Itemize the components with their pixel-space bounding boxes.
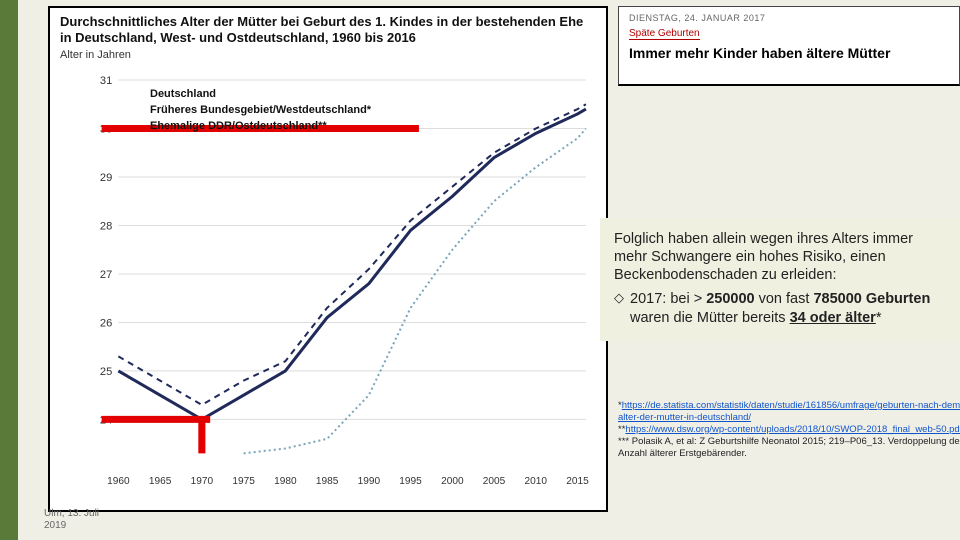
headline-title: Immer mehr Kinder haben ältere Mütter bbox=[629, 45, 949, 62]
svg-text:1980: 1980 bbox=[274, 476, 297, 487]
svg-text:27: 27 bbox=[100, 269, 112, 281]
chart-y-axis-label: Alter in Jahren bbox=[50, 49, 606, 65]
headline-category: Späte Geburten bbox=[629, 28, 700, 40]
svg-text:1990: 1990 bbox=[358, 476, 381, 487]
headline-box: DIENSTAG, 24. JANUAR 2017 Späte Geburten… bbox=[618, 6, 960, 86]
legend-row: Früheres Bundesgebiet/Westdeutschland* bbox=[108, 104, 371, 116]
svg-text:31: 31 bbox=[100, 76, 112, 87]
legend-label: Ehemalige DDR/Ostdeutschland** bbox=[150, 120, 327, 132]
svg-text:2010: 2010 bbox=[525, 476, 548, 487]
ref-link[interactable]: https://www.dsw.org/wp-content/uploads/2… bbox=[625, 424, 960, 435]
slide: Durchschnittliches Alter der Mütter bei … bbox=[0, 0, 960, 540]
ref-1: *https://de.statista.com/statistik/daten… bbox=[618, 400, 960, 424]
svg-text:28: 28 bbox=[100, 221, 112, 233]
text-bullet: ◇ 2017: bei > 250000 von fast 785000 Geb… bbox=[614, 290, 948, 326]
svg-text:25: 25 bbox=[100, 366, 112, 378]
svg-text:1995: 1995 bbox=[399, 476, 422, 487]
legend-row: Ehemalige DDR/Ostdeutschland** bbox=[108, 120, 371, 132]
svg-text:2005: 2005 bbox=[483, 476, 506, 487]
footer: Ulm, 13. Juli 2019 bbox=[44, 508, 99, 532]
legend-label: Früheres Bundesgebiet/Westdeutschland* bbox=[150, 104, 371, 116]
references: *https://de.statista.com/statistik/daten… bbox=[618, 400, 960, 459]
chart-title: Durchschnittliches Alter der Mütter bei … bbox=[50, 8, 606, 49]
svg-text:2000: 2000 bbox=[441, 476, 464, 487]
svg-text:1970: 1970 bbox=[191, 476, 214, 487]
svg-text:1985: 1985 bbox=[316, 476, 339, 487]
chart-svg: 2425262728293031196019651970197519801985… bbox=[88, 76, 594, 488]
legend-row: Deutschland bbox=[108, 88, 371, 100]
ref-2: **https://www.dsw.org/wp-content/uploads… bbox=[618, 424, 960, 436]
chart-frame: Durchschnittliches Alter der Mütter bei … bbox=[48, 6, 608, 512]
headline-date: DIENSTAG, 24. JANUAR 2017 bbox=[629, 13, 949, 23]
svg-text:1960: 1960 bbox=[107, 476, 130, 487]
svg-text:26: 26 bbox=[100, 317, 112, 329]
diamond-icon: ◇ bbox=[614, 290, 630, 326]
ref-3: *** Polasik A, et al: Z Geburtshilfe Neo… bbox=[618, 436, 960, 460]
footer-line2: 2019 bbox=[44, 520, 99, 532]
text-intro: Folglich haben allein wegen ihres Alters… bbox=[614, 230, 948, 284]
svg-text:29: 29 bbox=[100, 172, 112, 184]
chart-plot-area: 2425262728293031196019651970197519801985… bbox=[88, 76, 594, 488]
text-bullet-content: 2017: bei > 250000 von fast 785000 Gebur… bbox=[630, 290, 948, 326]
svg-text:1975: 1975 bbox=[232, 476, 255, 487]
svg-text:1965: 1965 bbox=[149, 476, 172, 487]
text-box: Folglich haben allein wegen ihres Alters… bbox=[600, 218, 960, 341]
footer-line1: Ulm, 13. Juli bbox=[44, 508, 99, 520]
chart-legend: Deutschland Früheres Bundesgebiet/Westde… bbox=[108, 88, 371, 136]
ref-link[interactable]: https://de.statista.com/statistik/daten/… bbox=[618, 400, 960, 423]
legend-label: Deutschland bbox=[150, 88, 216, 100]
svg-text:2015: 2015 bbox=[566, 476, 589, 487]
